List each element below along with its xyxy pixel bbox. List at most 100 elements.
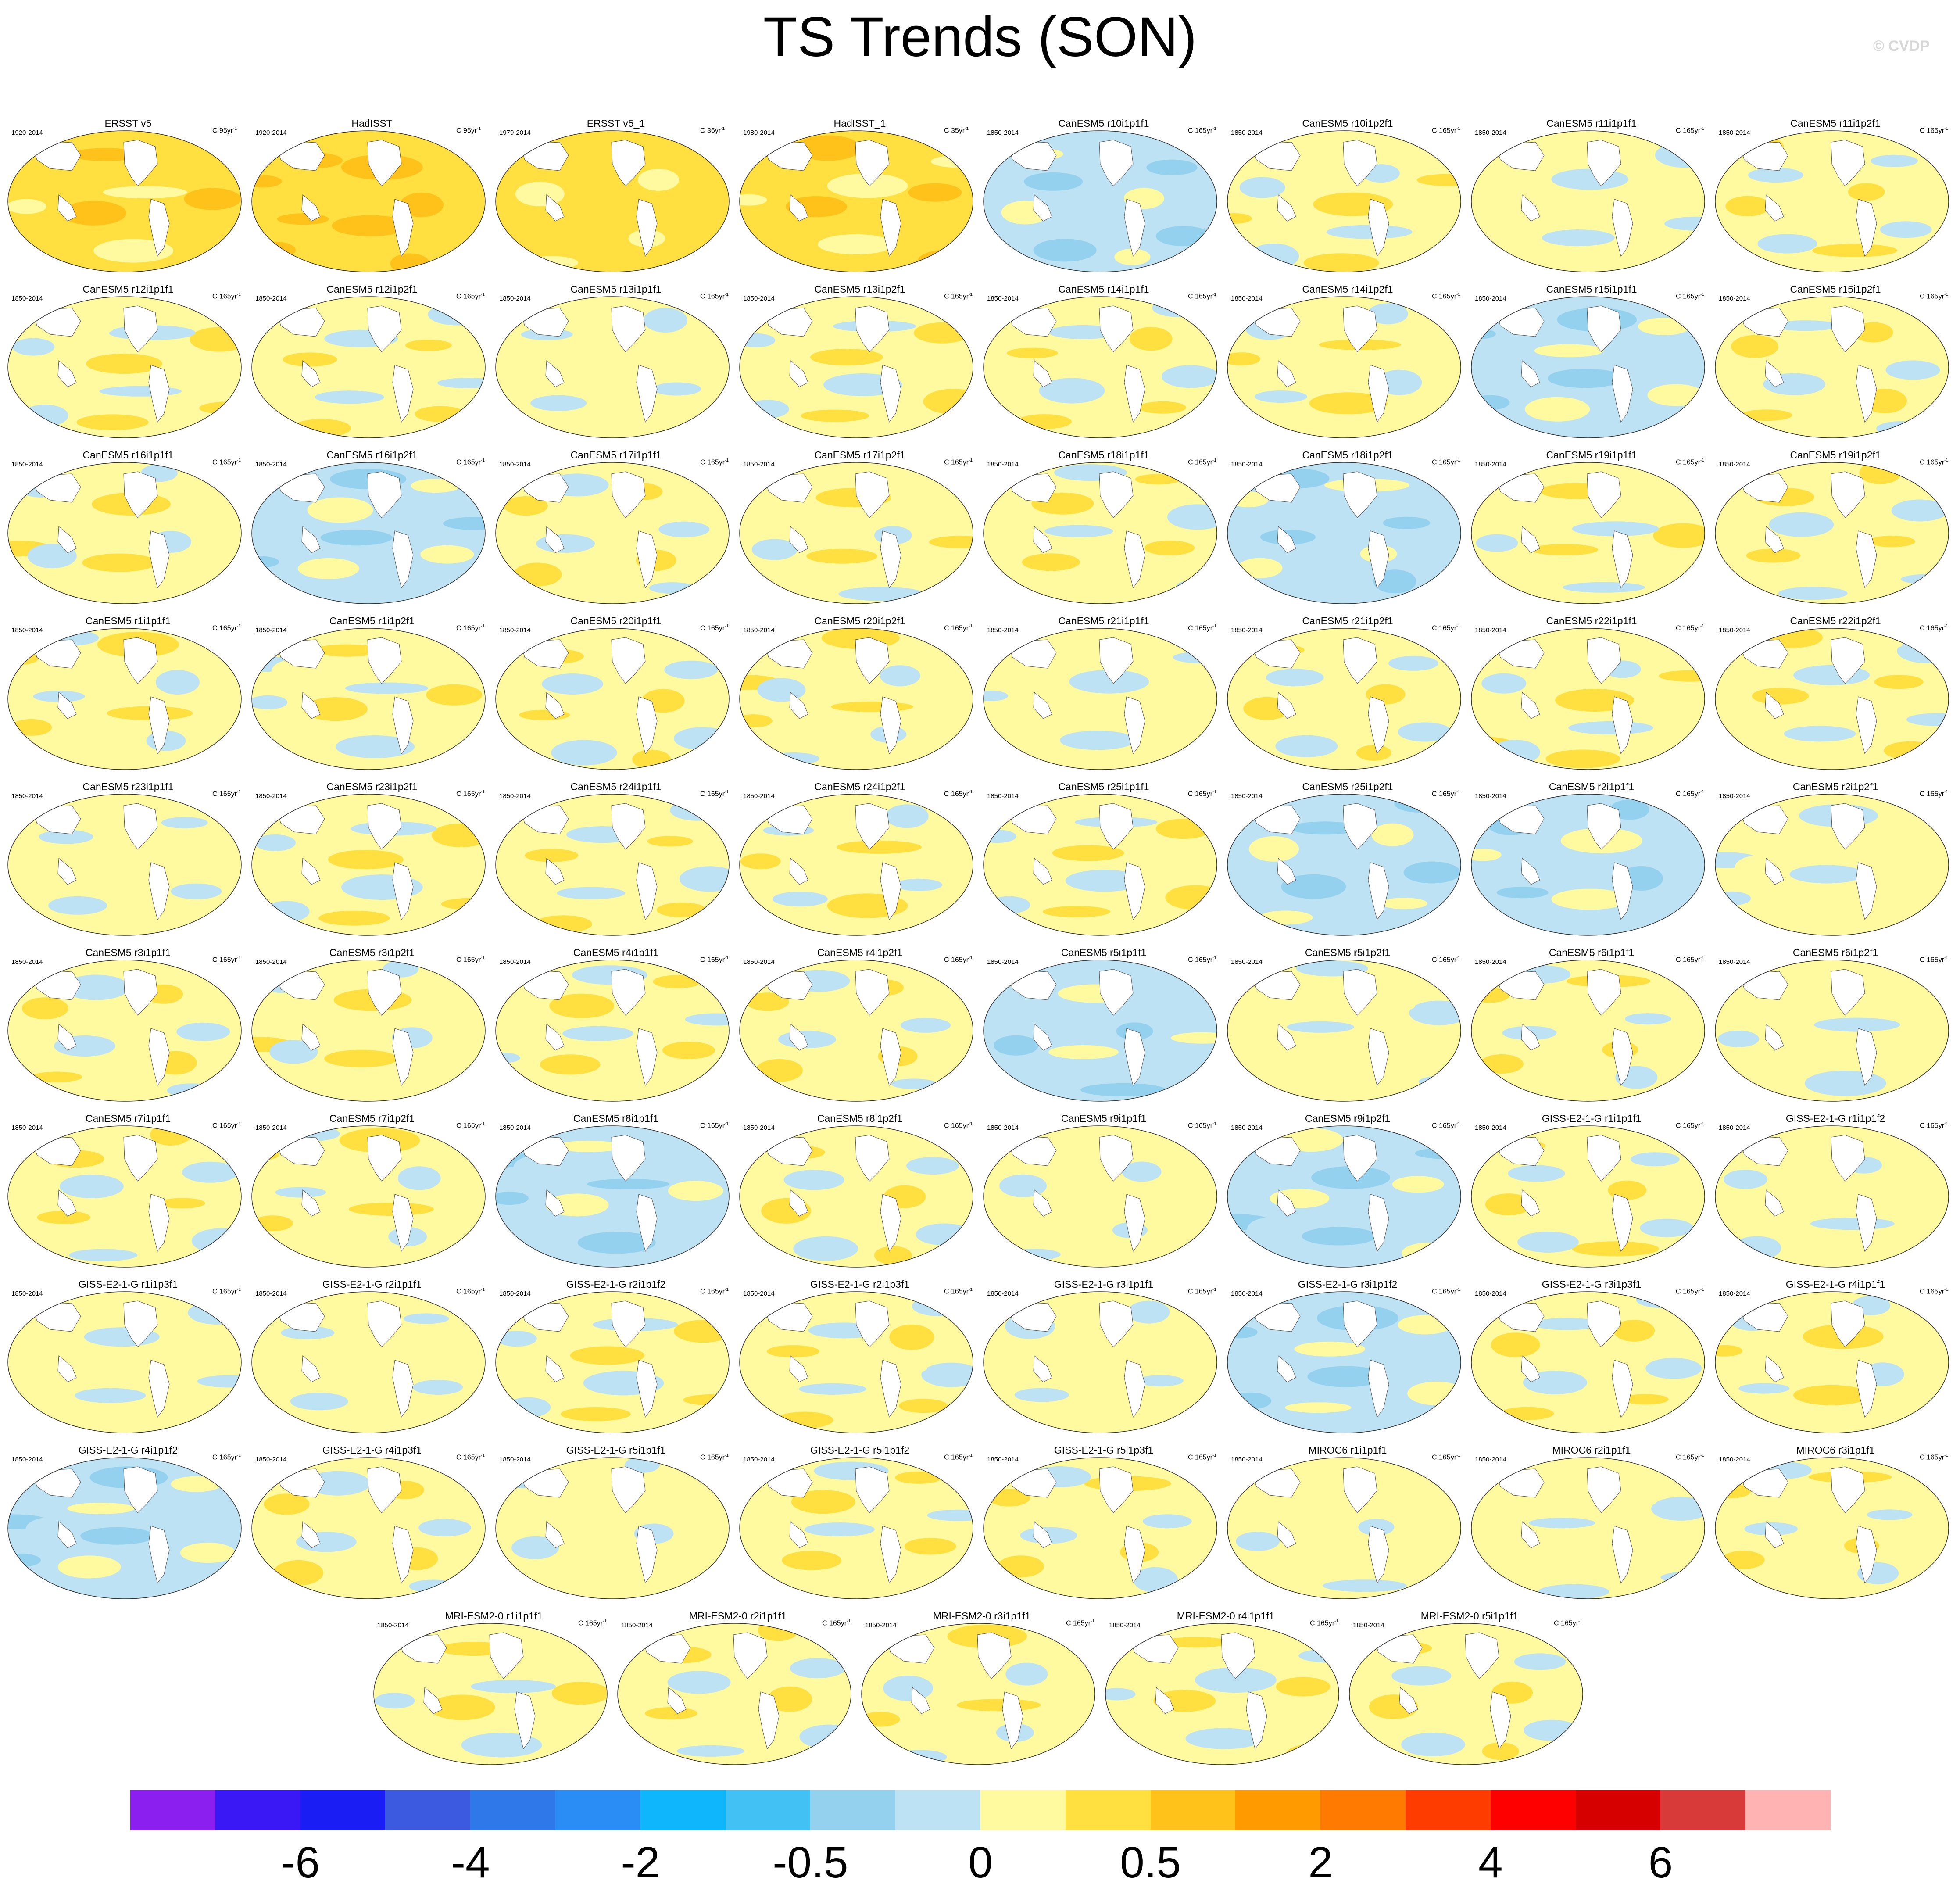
anomaly-patch <box>566 1546 639 1563</box>
colorbar-swatch <box>640 1790 726 1830</box>
anomaly-patch <box>883 1675 934 1701</box>
continent-outline <box>1368 530 1389 589</box>
world-map <box>983 960 1217 1102</box>
map-border <box>1715 130 1949 272</box>
map-panel: MRI-ESM2-0 r5i1p1f1 1850-2014 C 165yr-1 <box>1348 1610 1592 1768</box>
world-map <box>1227 628 1461 770</box>
continent-outline <box>123 1135 158 1182</box>
panel-period: 1979-2014 <box>499 129 531 136</box>
continent-outline <box>57 194 77 222</box>
anomaly-patch <box>594 344 681 358</box>
anomaly-patch <box>1062 1504 1138 1525</box>
continent-outline <box>855 140 890 186</box>
map-panel: CanESM5 r21i1p1f1 1850-2014 C 165yr-1 <box>982 615 1226 773</box>
anomaly-patch <box>265 520 312 542</box>
anomaly-patch <box>305 1471 371 1496</box>
continent-outline <box>301 1355 321 1382</box>
anomaly-patch <box>1767 893 1831 917</box>
continent-outline <box>367 1466 402 1513</box>
panel-period: 1850-2014 <box>1475 1290 1506 1297</box>
panel-title: CanESM5 r19i1p1f1 <box>1546 449 1637 461</box>
continent-outline <box>367 637 402 684</box>
anomaly-patch <box>59 582 124 604</box>
anomaly-patch <box>1416 174 1461 186</box>
continent-outline <box>1277 1023 1296 1051</box>
continent-outline <box>1099 1135 1134 1182</box>
continent-outline <box>148 862 170 920</box>
continent-outline <box>1831 969 1865 1016</box>
colorbar-tick-label: -0.5 <box>773 1838 848 1887</box>
anomaly-patch <box>1487 219 1535 243</box>
panel-period: 1850-2014 <box>255 627 287 634</box>
anomaly-patch <box>906 1157 959 1175</box>
anomaly-patch <box>1139 994 1187 1006</box>
anomaly-patch <box>1367 303 1408 325</box>
anomaly-patch <box>12 338 55 356</box>
map-panel: CanESM5 r14i1p2f1 1850-2014 C 165yr-1 <box>1226 283 1470 441</box>
world-map <box>861 1623 1095 1765</box>
anomaly-patch <box>14 1239 57 1258</box>
anomaly-patch <box>549 993 615 1018</box>
anomaly-patch <box>1884 741 1938 760</box>
anomaly-patch <box>902 637 954 653</box>
anomaly-patch <box>1506 1546 1563 1562</box>
continent-outline <box>123 471 158 518</box>
colorbar-swatch <box>980 1790 1066 1830</box>
panel-period: 1850-2014 <box>987 461 1019 468</box>
continent-outline <box>1521 360 1540 387</box>
continent-outline <box>1343 1300 1377 1347</box>
anomaly-patch <box>496 1192 529 1205</box>
anomaly-patch <box>1375 1343 1419 1368</box>
anomaly-patch <box>1249 836 1299 862</box>
panel-title: CanESM5 r8i1p1f1 <box>573 1113 659 1124</box>
map-panel: CanESM5 r3i1p1f1 1850-2014 C 165yr-1 <box>6 947 250 1105</box>
anomaly-patch <box>8 199 46 214</box>
panel-title: ERSST v5_1 <box>587 118 645 129</box>
anomaly-patch <box>653 975 701 988</box>
map-border <box>1227 1125 1461 1268</box>
anomaly-patch <box>508 1016 554 1038</box>
anomaly-patch <box>1016 414 1072 430</box>
anomaly-patch <box>269 1040 318 1064</box>
panel-units: C 95yr-1 <box>456 126 481 135</box>
panel-title: CanESM5 r21i1p1f1 <box>1058 615 1149 627</box>
world-map <box>251 1457 486 1599</box>
anomaly-patch <box>557 887 626 899</box>
world-map <box>1715 1291 1949 1433</box>
anomaly-patch <box>1366 1404 1406 1425</box>
anomaly-patch <box>831 701 914 712</box>
anomaly-patch <box>403 720 449 731</box>
map-panel: GISS-E2-1-G r1i1p1f1 1850-2014 C 165yr-1 <box>1470 1113 1713 1271</box>
anomaly-patch <box>496 1331 537 1347</box>
world-map <box>1715 130 1949 272</box>
anomaly-patch <box>897 498 945 511</box>
anomaly-patch <box>1880 814 1932 831</box>
continent-outline <box>1856 530 1877 589</box>
panel-units: C 165yr-1 <box>1432 956 1460 964</box>
world-map <box>495 628 730 770</box>
continent-outline <box>855 1135 890 1182</box>
continent-outline <box>545 691 565 719</box>
panel-units: C 165yr-1 <box>1676 956 1704 964</box>
anomaly-patch <box>11 719 52 736</box>
continent-outline <box>1765 526 1784 553</box>
continent-outline <box>545 1355 565 1382</box>
panel-units: C 165yr-1 <box>1920 956 1948 964</box>
anomaly-patch <box>1524 1719 1580 1741</box>
panel-title: GISS-E2-1-G r4i1p1f2 <box>78 1444 178 1456</box>
panel-title: CanESM5 r14i1p2f1 <box>1302 283 1393 295</box>
continent-outline <box>148 199 170 257</box>
continent-outline <box>1343 637 1377 684</box>
continent-outline <box>148 365 170 423</box>
panel-period: 1850-2014 <box>1353 1622 1384 1629</box>
panel-units: C 165yr-1 <box>212 458 241 466</box>
anomaly-patch <box>1052 845 1124 861</box>
anomaly-patch <box>921 1362 973 1387</box>
colorbar-swatch <box>1575 1790 1661 1830</box>
map-border <box>983 960 1217 1102</box>
anomaly-patch <box>1227 213 1252 224</box>
anomaly-patch <box>506 1397 551 1418</box>
anomaly-patch <box>1127 1300 1170 1324</box>
continent-outline <box>1765 1521 1784 1548</box>
map-border <box>739 628 973 770</box>
